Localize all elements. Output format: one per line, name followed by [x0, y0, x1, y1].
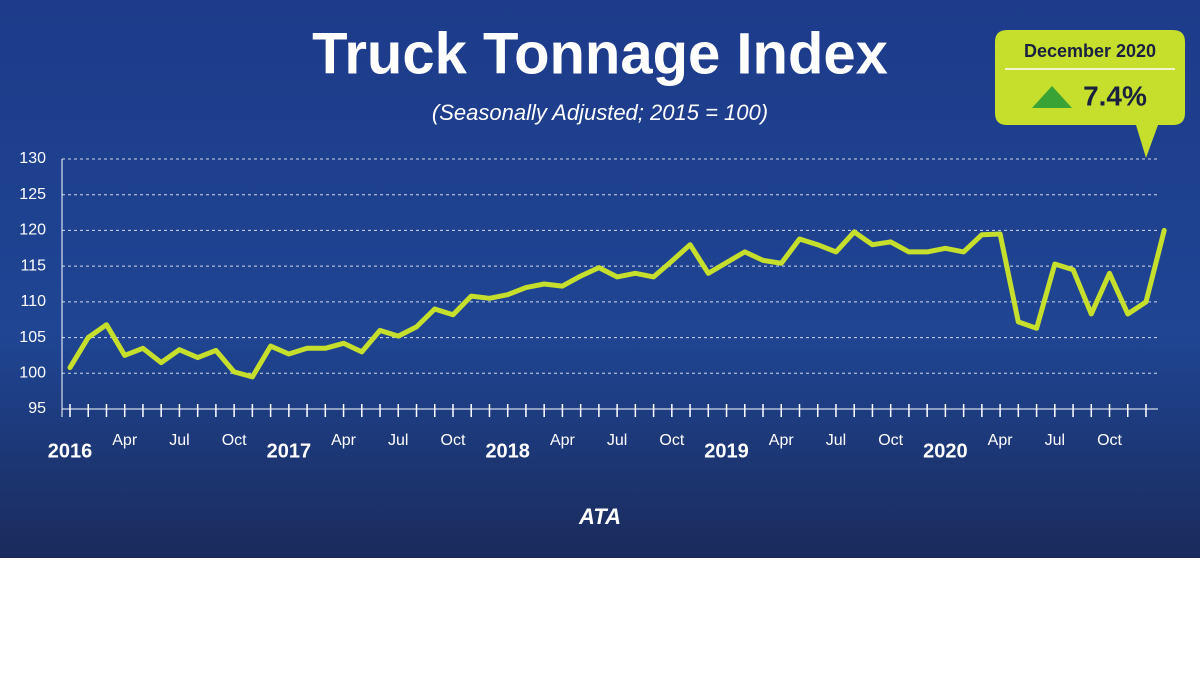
x-tick-label: Oct: [222, 432, 247, 449]
x-tick-label: Jul: [607, 432, 627, 449]
y-tick-label: 130: [19, 150, 46, 167]
y-tick-label: 100: [19, 365, 46, 382]
x-tick-label: Jul: [169, 432, 189, 449]
year-label: 2018: [485, 440, 530, 462]
y-tick-label: 110: [20, 293, 46, 310]
callout-change: 7.4%: [1083, 80, 1147, 111]
x-tick-label: Oct: [441, 432, 466, 449]
x-tick-label: Jul: [388, 432, 408, 449]
up-arrow: [1032, 86, 1072, 108]
x-tick-label: Apr: [112, 432, 138, 449]
x-tick-label: Jul: [826, 432, 846, 449]
x-tick-label: Jul: [1045, 432, 1065, 449]
x-tick-label: Oct: [1097, 432, 1122, 449]
y-tick-label: 95: [28, 400, 46, 417]
y-tick-label: 125: [19, 186, 46, 203]
year-label: 2016: [48, 440, 93, 462]
y-tick-label: 115: [20, 257, 46, 274]
x-tick-label: Apr: [331, 432, 357, 449]
x-tick-label: Apr: [550, 432, 576, 449]
x-tick-label: Oct: [659, 432, 684, 449]
chart-title: Truck Tonnage Index: [312, 21, 888, 86]
callout-title: December 2020: [1024, 41, 1156, 61]
x-tick-label: Apr: [769, 432, 795, 449]
callout: December 2020 7.4%: [995, 30, 1185, 158]
year-label: 2019: [704, 440, 749, 462]
y-tick-label: 105: [19, 329, 46, 346]
x-tick-label: Oct: [878, 432, 903, 449]
data-line: [67, 227, 1167, 380]
y-tick-label: 120: [19, 222, 46, 239]
chart-subtitle: (Seasonally Adjusted; 2015 = 100): [432, 100, 768, 125]
logo: ATA: [578, 504, 621, 529]
year-label: 2017: [267, 440, 312, 462]
year-label: 2020: [923, 440, 968, 462]
callout-box: [995, 30, 1185, 158]
x-tick-label: Apr: [988, 432, 1014, 449]
